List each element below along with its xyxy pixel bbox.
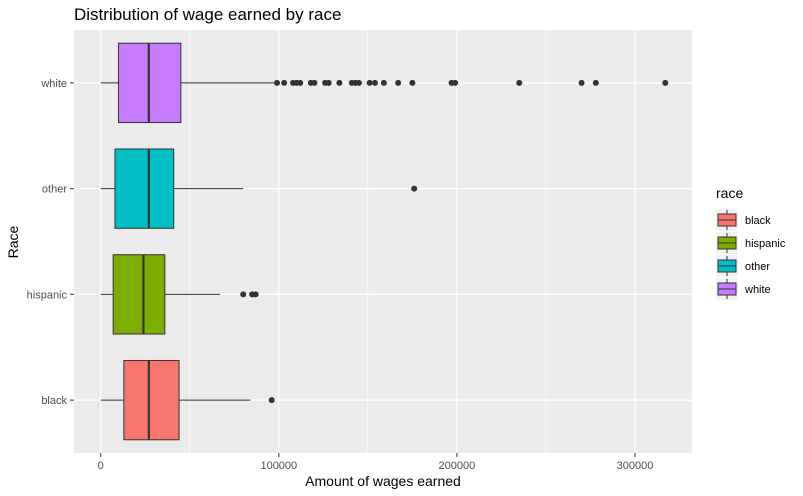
- outlier-point: [371, 79, 378, 86]
- outlier-point: [592, 79, 599, 86]
- box-hispanic: [100, 254, 259, 335]
- outlier-point: [268, 397, 275, 404]
- box-white: [100, 42, 669, 124]
- outlier-point: [395, 79, 402, 86]
- y-tick-label: hispanic: [27, 289, 68, 301]
- y-axis-ticks: black hispanic other white: [27, 78, 74, 407]
- box-iqr: [112, 254, 166, 335]
- box-iqr: [114, 148, 175, 229]
- outlier-point: [411, 185, 418, 192]
- outlier-point: [578, 79, 585, 86]
- x-tick-label: 300000: [617, 460, 654, 472]
- outlier-point: [380, 79, 387, 86]
- box-other: [100, 148, 418, 229]
- box-iqr: [123, 359, 180, 441]
- y-tick-label: other: [42, 184, 67, 196]
- outlier-point: [252, 291, 259, 298]
- outlier-point: [662, 79, 669, 86]
- legend-item-white: white: [716, 278, 771, 300]
- legend-title: race: [716, 185, 743, 201]
- outlier-point: [516, 79, 523, 86]
- legend-item-hispanic: hispanic: [716, 232, 786, 254]
- outlier-point: [274, 79, 281, 86]
- x-axis-title: Amount of wages earned: [305, 473, 461, 489]
- legend-label: other: [745, 261, 770, 273]
- minor-gridlines: [189, 30, 547, 453]
- outlier-point: [355, 79, 362, 86]
- legend-item-other: other: [716, 255, 770, 277]
- outlier-point: [325, 79, 332, 86]
- x-tick-label: 0: [98, 460, 104, 472]
- legend: race black hispanic other white: [716, 185, 786, 300]
- outlier-point: [452, 79, 459, 86]
- outlier-point: [366, 79, 373, 86]
- outlier-point: [297, 79, 304, 86]
- outlier-point: [409, 79, 416, 86]
- legend-label: white: [744, 284, 771, 296]
- y-axis-title: Race: [5, 225, 21, 258]
- legend-item-black: black: [716, 209, 771, 231]
- x-tick-label: 100000: [260, 460, 297, 472]
- outlier-point: [336, 79, 343, 86]
- legend-label: black: [745, 215, 771, 227]
- chart-title: Distribution of wage earned by race: [74, 5, 341, 24]
- legend-label: hispanic: [745, 238, 786, 250]
- outlier-point: [240, 291, 247, 298]
- y-tick-label: black: [41, 395, 67, 407]
- outlier-point: [281, 79, 288, 86]
- y-tick-label: white: [40, 78, 67, 90]
- x-tick-label: 200000: [439, 460, 476, 472]
- box-layer: [100, 42, 669, 441]
- box-black: [100, 359, 275, 441]
- outlier-point: [311, 79, 318, 86]
- x-axis-ticks: 0 100000 200000 300000: [98, 453, 654, 472]
